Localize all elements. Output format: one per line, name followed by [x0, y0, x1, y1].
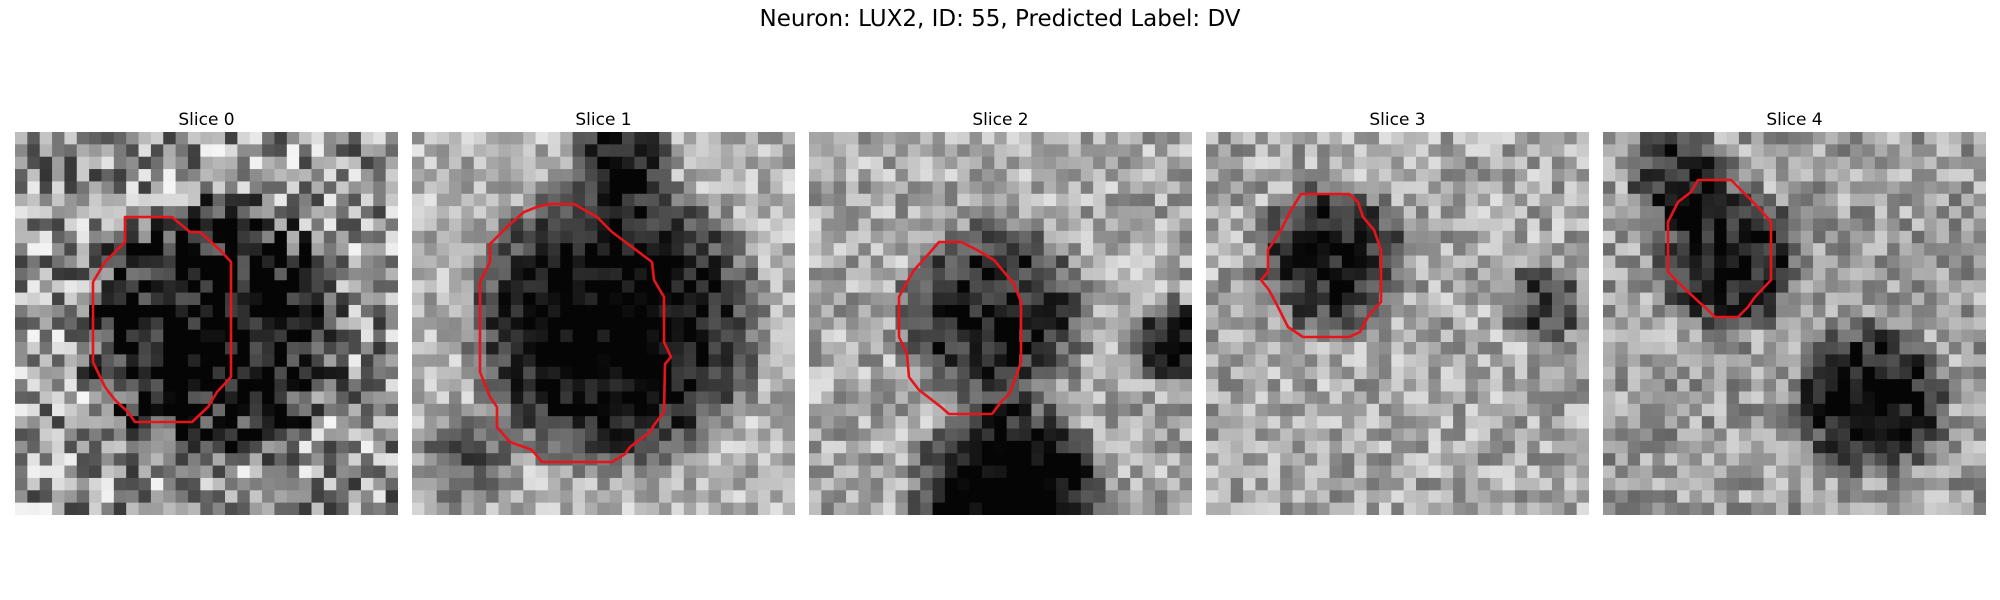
slice-panel-4: Slice 4	[1603, 108, 1986, 515]
slice-image-3	[1206, 132, 1589, 515]
slice-title-2: Slice 2	[972, 110, 1029, 130]
slice-panel-1: Slice 1	[412, 108, 795, 515]
slice-panel-0: Slice 0	[15, 108, 398, 515]
cell-contour	[91, 215, 233, 424]
slice-title-0: Slice 0	[178, 110, 235, 130]
pixel-grid	[1603, 132, 1986, 515]
cell-contour	[1259, 192, 1383, 339]
slice-panel-3: Slice 3	[1206, 108, 1589, 515]
pixel-grid	[809, 132, 1192, 515]
cell-contour	[478, 202, 673, 464]
slice-panel-2: Slice 2	[809, 108, 1192, 515]
slice-image-2	[809, 132, 1192, 515]
slice-title-4: Slice 4	[1766, 110, 1823, 130]
figure-title: Neuron: LUX2, ID: 55, Predicted Label: D…	[759, 6, 1241, 32]
slice-image-0	[15, 132, 398, 515]
slice-image-4	[1603, 132, 1986, 515]
slice-image-1	[412, 132, 795, 515]
slice-title-3: Slice 3	[1369, 110, 1426, 130]
cell-contour	[897, 240, 1023, 416]
slice-title-1: Slice 1	[575, 110, 632, 130]
cell-contour	[1666, 178, 1773, 319]
pixel-grid	[1206, 132, 1589, 515]
pixel-grid	[15, 132, 398, 515]
pixel-grid	[412, 132, 795, 515]
